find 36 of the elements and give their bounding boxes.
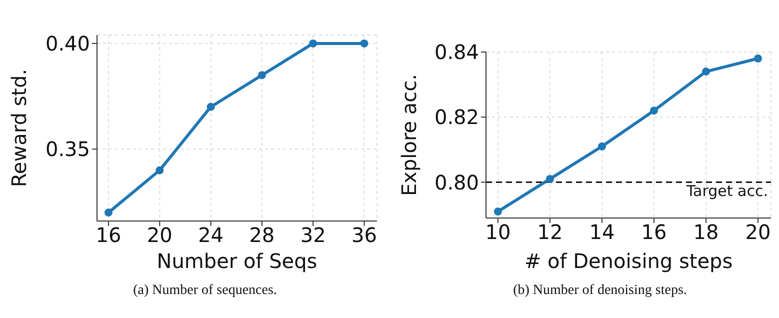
ref-line-label: Target acc. bbox=[685, 182, 768, 200]
x-tick-label: 32 bbox=[300, 223, 326, 248]
x-tick-label: 28 bbox=[249, 223, 275, 248]
point bbox=[258, 71, 266, 80]
point bbox=[156, 166, 164, 174]
point bbox=[546, 174, 554, 183]
text: (b) Number of denoising steps. bbox=[512, 283, 688, 299]
x-tick-label: 12 bbox=[537, 220, 563, 244]
point bbox=[754, 54, 762, 63]
x-tick-label: 16 bbox=[96, 223, 122, 248]
point bbox=[598, 142, 606, 150]
x-tick-label: 20 bbox=[745, 220, 771, 244]
y-tick-label: 0.80 bbox=[434, 170, 479, 194]
x-tick-label: 36 bbox=[351, 223, 377, 248]
point bbox=[104, 208, 113, 217]
y-tick-label: 0.82 bbox=[434, 105, 479, 130]
x-tick-label: 10 bbox=[485, 220, 511, 244]
point bbox=[702, 68, 710, 76]
point bbox=[650, 106, 658, 115]
point bbox=[206, 102, 215, 111]
x-tick-label: 16 bbox=[641, 220, 667, 244]
x-tick-label: 18 bbox=[693, 220, 719, 244]
x-tick-label: 14 bbox=[589, 220, 615, 244]
text: (a) Number of sequences. bbox=[132, 283, 278, 299]
y-tick-label: 0.40 bbox=[45, 32, 90, 56]
y-tick-label: 0.84 bbox=[434, 40, 479, 64]
x-tick-label: 24 bbox=[198, 223, 224, 248]
y-tick-label: 0.35 bbox=[45, 137, 90, 162]
y-axis-title: Reward std. bbox=[7, 68, 31, 188]
x-axis-title: Number of Seqs bbox=[156, 249, 318, 273]
y-axis-title: Explore acc. bbox=[397, 74, 421, 196]
point bbox=[360, 39, 368, 48]
x-tick-label: 20 bbox=[146, 223, 172, 248]
x-axis-title: # of Denoising steps bbox=[524, 249, 733, 273]
point bbox=[309, 39, 318, 48]
point bbox=[494, 207, 502, 216]
